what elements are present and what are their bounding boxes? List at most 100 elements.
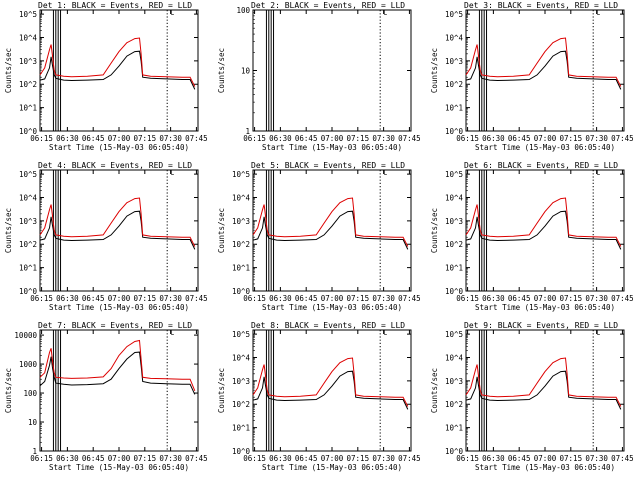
plot-frame [252,9,412,132]
y-tick-label: 10^5 [232,170,250,179]
marker-glyph: └ [596,170,601,179]
x-tick-label: 06:15 [30,294,53,303]
chart-panel-5: Det 5: BLACK = Events, RED = LLD 10^0 10^1… [217,161,421,312]
plot-frame [39,9,199,132]
x-tick-label: 06:30 [56,134,79,143]
x-tick-label: 07:45 [611,134,634,143]
events-series-line [39,210,196,250]
y-tick-label: 10^4 [445,353,464,362]
x-tick-label: 07:45 [185,454,208,463]
y-tick-label: 10^1 [19,104,37,113]
y-tick-label: 10^5 [445,330,463,339]
y-axis-label: Counts/sec [217,48,226,93]
chart-title: Det 3: BLACK = Events, RED = LLD [464,1,618,10]
x-tick-label: 07:15 [347,134,370,143]
y-tick-label: 10^2 [232,240,250,249]
events-series-line [39,351,196,395]
marker-glyph: └ [170,330,175,339]
y-tick-label: 10^5 [19,10,37,19]
x-tick-label: 06:15 [30,454,53,463]
chart-title: Det 1: BLACK = Events, RED = LLD [38,1,192,10]
x-tick-label: 06:30 [482,294,505,303]
plot-frame [465,9,625,132]
x-tick-label: 07:45 [185,134,208,143]
lld-series-line [39,197,196,247]
y-tick-label: 10^2 [445,400,463,409]
x-axis-label: Start Time (15-May-03 06:05:40) [262,463,402,472]
x-tick-label: 07:15 [134,294,157,303]
y-axis-label: Counts/sec [430,208,439,253]
marker-glyph: └ [383,170,388,179]
chart-title: Det 7: BLACK = Events, RED = LLD [38,321,192,330]
events-series-line [39,50,196,90]
lld-series-line [252,197,409,247]
chart-panel-4: Det 4: BLACK = Events, RED = LLD 10^0 10^1… [4,161,208,312]
y-tick-label: 1000 [19,360,38,369]
x-tick-label: 06:30 [269,134,292,143]
x-tick-label: 07:00 [534,454,557,463]
marker-glyph: └ [170,10,175,19]
chart-panel-6: Det 6: BLACK = Events, RED = LLD 10^0 10^1… [430,161,634,312]
y-tick-label: 10^4 [19,193,38,202]
x-tick-label: 06:45 [508,134,531,143]
events-series-line [252,210,409,250]
x-tick-label: 07:30 [159,134,182,143]
x-tick-label: 06:45 [82,454,105,463]
x-tick-label: 06:15 [456,134,479,143]
x-tick-label: 07:45 [611,294,634,303]
y-tick-label: 10^3 [445,377,463,386]
x-tick-label: 07:15 [347,294,370,303]
x-tick-label: 07:15 [134,134,157,143]
x-tick-label: 06:45 [295,294,318,303]
x-tick-label: 07:00 [108,294,131,303]
x-axis-label: Start Time (15-May-03 06:05:40) [49,303,189,312]
y-tick-label: 10^5 [232,330,250,339]
x-tick-label: 07:00 [534,134,557,143]
events-series-line [465,210,622,250]
y-tick-label: 10^1 [445,264,463,273]
chart-title: Det 2: BLACK = Events, RED = LLD [251,1,405,10]
y-tick-label: 10^1 [445,104,463,113]
x-tick-label: 07:30 [372,134,395,143]
x-tick-label: 07:00 [534,294,557,303]
x-tick-label: 07:00 [108,134,131,143]
y-tick-label: 10^4 [232,193,251,202]
chart-title: Det 8: BLACK = Events, RED = LLD [251,321,405,330]
y-tick-label: 10^3 [232,217,250,226]
x-tick-label: 07:30 [585,294,608,303]
y-tick-label: 10^4 [445,33,464,42]
x-tick-label: 06:30 [56,454,79,463]
marker-glyph: └ [170,170,175,179]
y-tick-label: 10^3 [19,217,37,226]
x-tick-label: 07:15 [560,294,583,303]
lld-series-line [39,37,196,87]
x-axis-label: Start Time (15-May-03 06:05:40) [262,303,402,312]
y-tick-label: 10^3 [445,217,463,226]
y-tick-label: 10^2 [445,80,463,89]
x-tick-label: 07:30 [372,294,395,303]
chart-title: Det 5: BLACK = Events, RED = LLD [251,161,405,170]
y-tick-label: 10^0 [445,127,464,136]
y-axis-label: Counts/sec [430,368,439,413]
y-tick-label: 10 [28,418,38,427]
x-tick-label: 06:15 [456,454,479,463]
y-tick-label: 10^0 [19,127,38,136]
x-tick-label: 07:30 [159,294,182,303]
y-tick-label: 10^0 [19,287,38,296]
x-axis-label: Start Time (15-May-03 06:05:40) [262,143,402,152]
x-tick-label: 07:00 [108,454,131,463]
x-tick-label: 07:30 [159,454,182,463]
chart-title: Det 6: BLACK = Events, RED = LLD [464,161,618,170]
x-tick-label: 07:15 [560,134,583,143]
x-tick-label: 07:15 [134,454,157,463]
x-tick-label: 06:15 [243,294,266,303]
y-tick-label: 10^5 [19,170,37,179]
y-tick-label: 100 [23,389,37,398]
x-tick-label: 07:00 [321,294,344,303]
plot-frame [465,329,625,452]
marker-glyph: └ [383,330,388,339]
plot-frame [465,169,625,292]
y-tick-label: 10^4 [19,33,38,42]
y-tick-label: 10^0 [232,447,251,456]
x-tick-label: 06:30 [56,294,79,303]
